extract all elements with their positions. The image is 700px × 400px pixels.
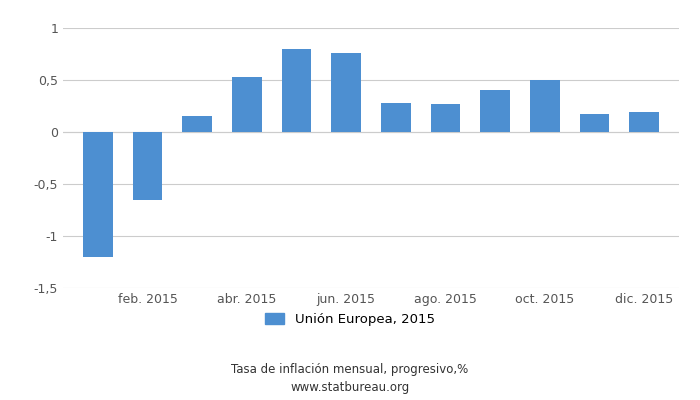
Bar — [83, 132, 113, 257]
Text: Tasa de inflación mensual, progresivo,%: Tasa de inflación mensual, progresivo,% — [232, 364, 468, 376]
Bar — [182, 116, 212, 132]
Bar — [331, 53, 361, 132]
Legend: Unión Europea, 2015: Unión Europea, 2015 — [260, 308, 440, 332]
Bar — [132, 132, 162, 200]
Text: www.statbureau.org: www.statbureau.org — [290, 382, 410, 394]
Bar — [580, 114, 610, 132]
Bar — [232, 77, 262, 132]
Bar — [430, 104, 461, 132]
Bar — [381, 103, 411, 132]
Bar — [480, 90, 510, 132]
Bar — [530, 80, 560, 132]
Bar — [629, 112, 659, 132]
Bar — [281, 49, 312, 132]
